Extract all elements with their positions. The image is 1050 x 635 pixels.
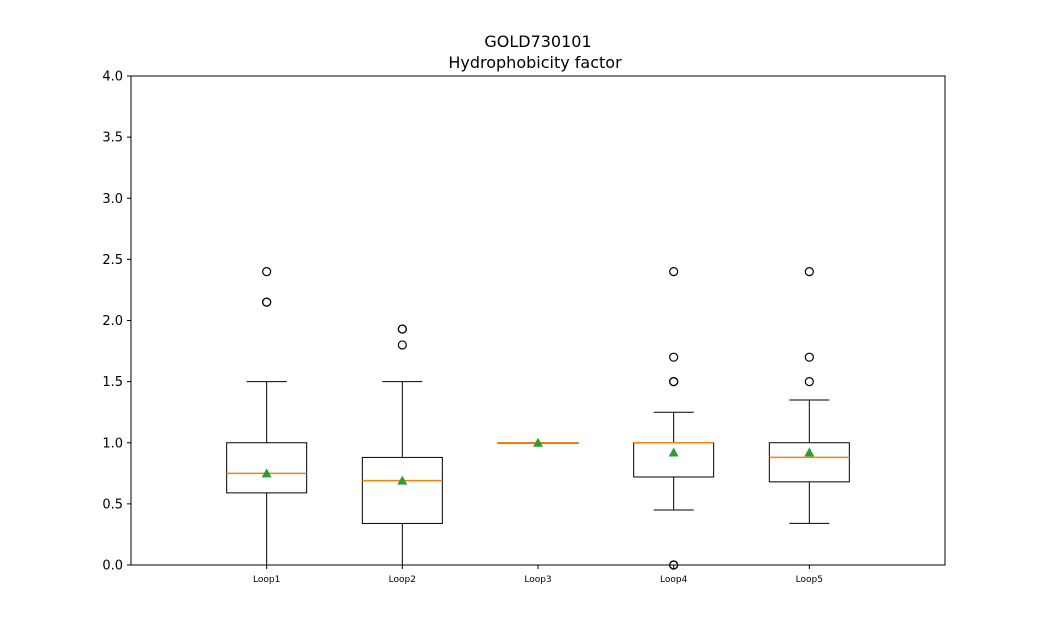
outlier-point: [804, 377, 814, 387]
outlier-point: [262, 297, 272, 307]
outlier-point: [804, 267, 814, 277]
box-loop5: [768, 267, 850, 524]
x-tick-label: Loop5: [796, 575, 823, 585]
y-tick-label: 1.0: [102, 436, 123, 451]
plot-area-frame: [130, 75, 946, 566]
box-loop3: [497, 437, 579, 447]
outlier-point: [804, 352, 814, 362]
outlier-point: [397, 340, 407, 350]
plot-marks: [226, 267, 850, 570]
y-axis: 0.0 0.5 1.0 1.5 2.0 2.5 3.0 3.5 4.0: [102, 70, 131, 574]
outlier-point: [669, 267, 679, 277]
outlier-point: [669, 352, 679, 362]
y-tick-label: 2.0: [102, 314, 123, 329]
box-loop1: [226, 267, 308, 566]
iqr-box: [768, 442, 850, 483]
y-tick-label: 0.0: [102, 559, 123, 574]
iqr-box: [361, 456, 443, 524]
y-tick-label: 4.0: [102, 70, 123, 85]
x-tick-label: Loop4: [660, 575, 688, 585]
mean-marker: [804, 447, 815, 457]
x-axis: Loop1 Loop2 Loop3 Loop4 Loop5: [253, 565, 823, 585]
x-tick-label: Loop3: [524, 575, 551, 585]
mean-marker: [261, 468, 272, 478]
chart-subtitle: Hydrophobicity factor: [448, 53, 622, 72]
y-tick-label: 1.5: [102, 375, 123, 390]
y-tick-label: 3.5: [102, 131, 123, 146]
mean-marker: [668, 447, 679, 457]
y-tick-label: 0.5: [102, 497, 123, 512]
box-loop2: [361, 324, 443, 566]
y-tick-label: 2.5: [102, 253, 123, 268]
x-tick-label: Loop2: [389, 575, 416, 585]
chart-title: GOLD730101: [484, 32, 591, 51]
iqr-box: [226, 442, 308, 494]
y-tick-label: 3.0: [102, 192, 123, 207]
outlier-point: [669, 377, 679, 387]
mean-marker: [397, 475, 408, 485]
mean-marker: [533, 437, 543, 447]
outlier-point: [262, 267, 272, 277]
outlier-point: [397, 324, 407, 334]
box-loop4: [633, 267, 715, 570]
x-tick-label: Loop1: [253, 575, 280, 585]
